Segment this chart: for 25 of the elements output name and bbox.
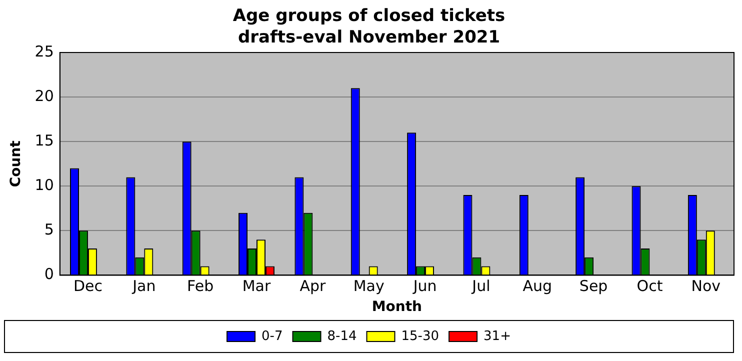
x-tick-label: May	[353, 277, 384, 296]
y-tick-label: 25	[34, 42, 54, 60]
legend-label: 31+	[484, 328, 511, 344]
x-axis-title: Month	[372, 299, 422, 316]
x-tick-label: Jun	[412, 277, 437, 296]
legend-label: 0-7	[262, 328, 283, 344]
x-tick-label: Sep	[579, 277, 608, 296]
legend-label: 8-14	[327, 328, 357, 344]
y-tick-label: 5	[44, 220, 54, 239]
x-tick-label: Apr	[300, 277, 326, 296]
y-tick-label: 0	[44, 265, 54, 284]
x-tick-label: Nov	[691, 277, 721, 296]
x-tick-label: Aug	[522, 277, 552, 296]
y-axis-title: Count	[8, 140, 24, 188]
y-tick-label: 15	[34, 131, 54, 150]
x-tick-label: Jan	[132, 277, 156, 296]
chart-title: Age groups of closed tickets drafts-eval November 2021	[232, 6, 506, 48]
y-tick-label: 20	[34, 86, 54, 105]
y-tick-label: 10	[34, 176, 54, 194]
x-tick-label: Feb	[187, 277, 214, 296]
x-tick-label: Jul	[471, 277, 490, 296]
x-tick-label: Mar	[242, 277, 272, 296]
x-tick-label: Dec	[73, 277, 102, 296]
legend-label: 15-30	[401, 328, 440, 344]
x-tick-label: Oct	[636, 277, 663, 296]
